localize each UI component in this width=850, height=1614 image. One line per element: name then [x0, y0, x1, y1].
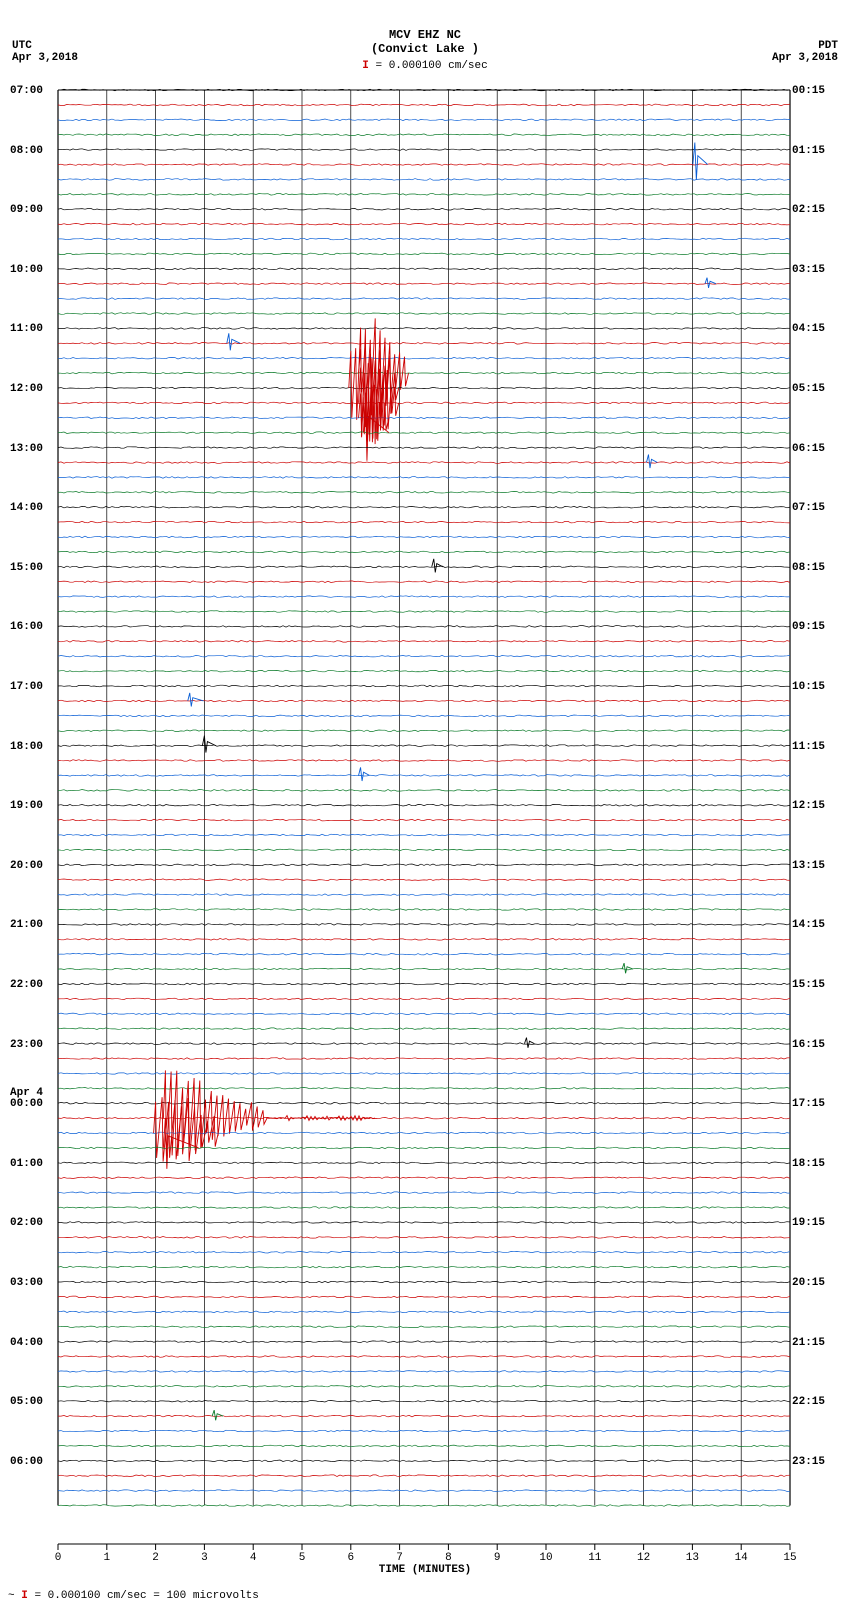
xaxis-tick-label: 13 — [686, 1552, 699, 1564]
xaxis-tick-label: 6 — [347, 1552, 354, 1564]
xaxis-tick-label: 11 — [588, 1552, 601, 1564]
xaxis-tick-label: 15 — [783, 1552, 796, 1564]
station-title: MCV EHZ NC — [0, 0, 850, 42]
xaxis-tick-label: 3 — [201, 1552, 208, 1564]
location-title: (Convict Lake ) — [0, 42, 850, 56]
tz-left-block: UTC Apr 3,2018 — [12, 40, 78, 64]
tz-right-label: PDT — [772, 40, 838, 52]
footer-scale: ~ I = 0.000100 cm/sec = 100 microvolts — [0, 1582, 850, 1614]
date-left-label: Apr 3,2018 — [12, 52, 78, 64]
seismogram-chart: 07:0008:0009:0010:0011:0012:0013:0014:00… — [0, 82, 850, 1542]
xaxis-tick-label: 8 — [445, 1552, 452, 1564]
xaxis-tick-label: 4 — [250, 1552, 257, 1564]
footer-bar-icon: I — [21, 1590, 28, 1602]
xaxis-tick-label: 9 — [494, 1552, 501, 1564]
xaxis-title: TIME (MINUTES) — [379, 1564, 471, 1576]
xaxis-tick-label: 2 — [152, 1552, 159, 1564]
footer-text: = 0.000100 cm/sec = 100 microvolts — [34, 1590, 258, 1602]
scale-text: = 0.000100 cm/sec — [376, 60, 488, 72]
scale-line: I = 0.000100 cm/sec — [0, 56, 850, 72]
xaxis-tick-label: 5 — [299, 1552, 306, 1564]
xaxis-tick-label: 0 — [55, 1552, 62, 1564]
x-axis: 0123456789101112131415TIME (MINUTES) — [0, 1542, 850, 1582]
tz-left-label: UTC — [12, 40, 78, 52]
footer-wiggle-icon: ~ — [8, 1590, 15, 1602]
xaxis-tick-label: 14 — [735, 1552, 748, 1564]
scale-bar-icon: I — [362, 60, 369, 72]
tz-right-block: PDT Apr 3,2018 — [772, 40, 838, 64]
date-right-label: Apr 3,2018 — [772, 52, 838, 64]
xaxis-tick-label: 1 — [103, 1552, 110, 1564]
xaxis-tick-label: 7 — [396, 1552, 403, 1564]
xaxis-tick-label: 12 — [637, 1552, 650, 1564]
xaxis-tick-label: 10 — [539, 1552, 552, 1564]
